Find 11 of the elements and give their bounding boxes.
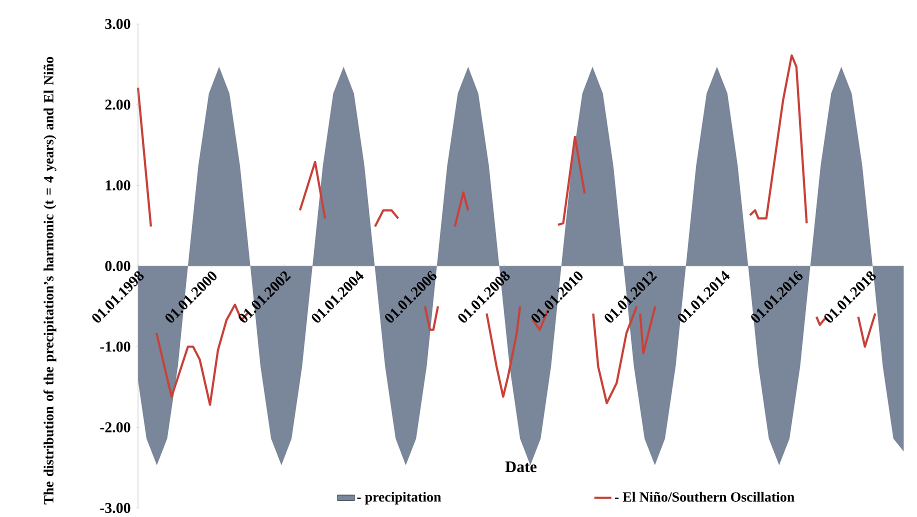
y-tick-label: 3.00 (105, 18, 130, 30)
x-axis-title: Date (505, 462, 537, 472)
legend-label: - El Niño/Southern Oscillation (614, 492, 794, 502)
y-tick-label: 2.00 (105, 100, 130, 110)
y-axis-title: The distribution of the precipitation’s harmonic (t = 4 years) and El Niño (43, 57, 56, 504)
y-tick-label: 0.00 (105, 260, 130, 272)
y-tick-label: 1.00 (106, 180, 130, 190)
y-tick-label: -3.00 (100, 502, 130, 514)
legend-label: - precipitation (357, 492, 442, 505)
y-tick-label: -2.00 (100, 422, 130, 432)
y-tick-label: -1.00 (100, 342, 130, 352)
